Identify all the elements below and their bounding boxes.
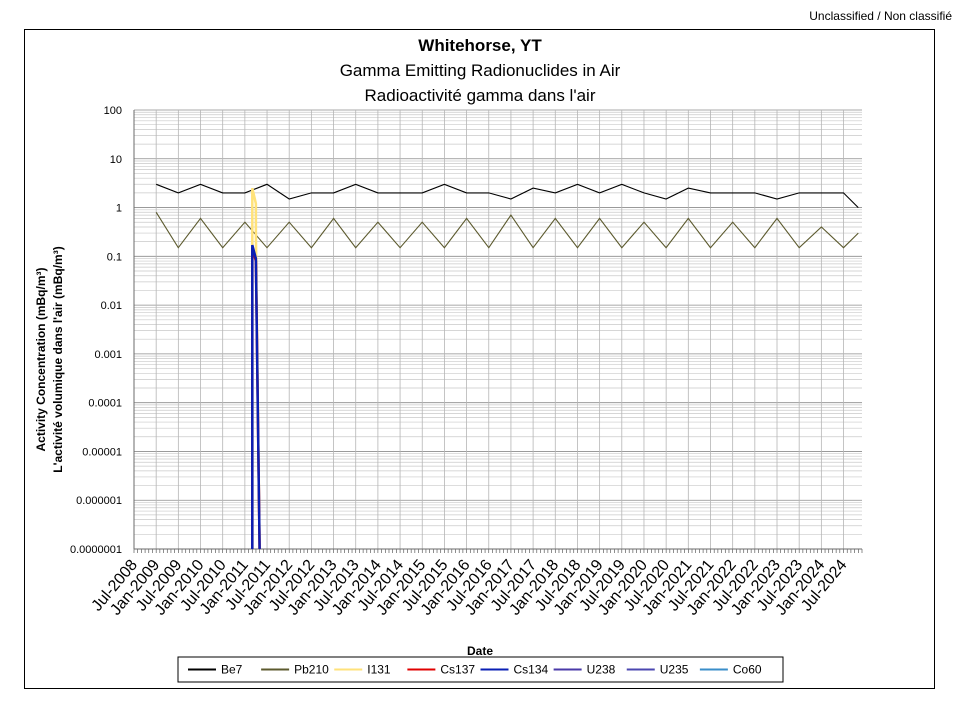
chart-title: Whitehorse, YT [418,36,542,55]
legend-label-cs134: Cs134 [514,663,549,677]
y-tick-label: 0.0000001 [70,544,122,556]
legend-label-u238: U238 [587,663,616,677]
y-tick-label: 0.00001 [82,446,122,458]
y-tick-label: 0.001 [94,349,122,361]
legend-label-co60: Co60 [733,663,762,677]
legend-label-pb210: Pb210 [294,663,329,677]
legend-label-i131: I131 [367,663,391,677]
y-tick-label: 0.0001 [88,398,122,410]
legend-label-u235: U235 [660,663,689,677]
series-line-pb210 [155,212,859,249]
legend-label-be7: Be7 [221,663,243,677]
y-axis-label-fr: L'activité volumique dans l'air (mBq/m³) [51,246,65,472]
legend-label-cs137: Cs137 [440,663,475,677]
chart-frame: Whitehorse, YT Gamma Emitting Radionuclid… [24,29,935,689]
classification-label: Unclassified / Non classifié [809,9,952,23]
series-line-be7 [156,183,859,208]
y-tick-label: 1 [116,203,122,215]
series-line-cs134 [251,244,261,550]
chart-svg: Whitehorse, YT Gamma Emitting Radionuclid… [34,36,863,683]
x-axis-label: Date [467,644,493,658]
y-tick-label: 10 [110,154,122,166]
y-tick-label: 0.1 [107,251,122,263]
chart-subtitle-fr: Radioactivité gamma dans l'air [365,86,596,105]
y-tick-label: 100 [104,105,122,117]
y-tick-label: 0.000001 [76,495,122,507]
y-tick-label: 0.01 [101,300,122,312]
y-axis-label-en: Activity Concentration (mBq/m³) [34,267,48,451]
chart-subtitle-en: Gamma Emitting Radionuclides in Air [340,61,621,80]
